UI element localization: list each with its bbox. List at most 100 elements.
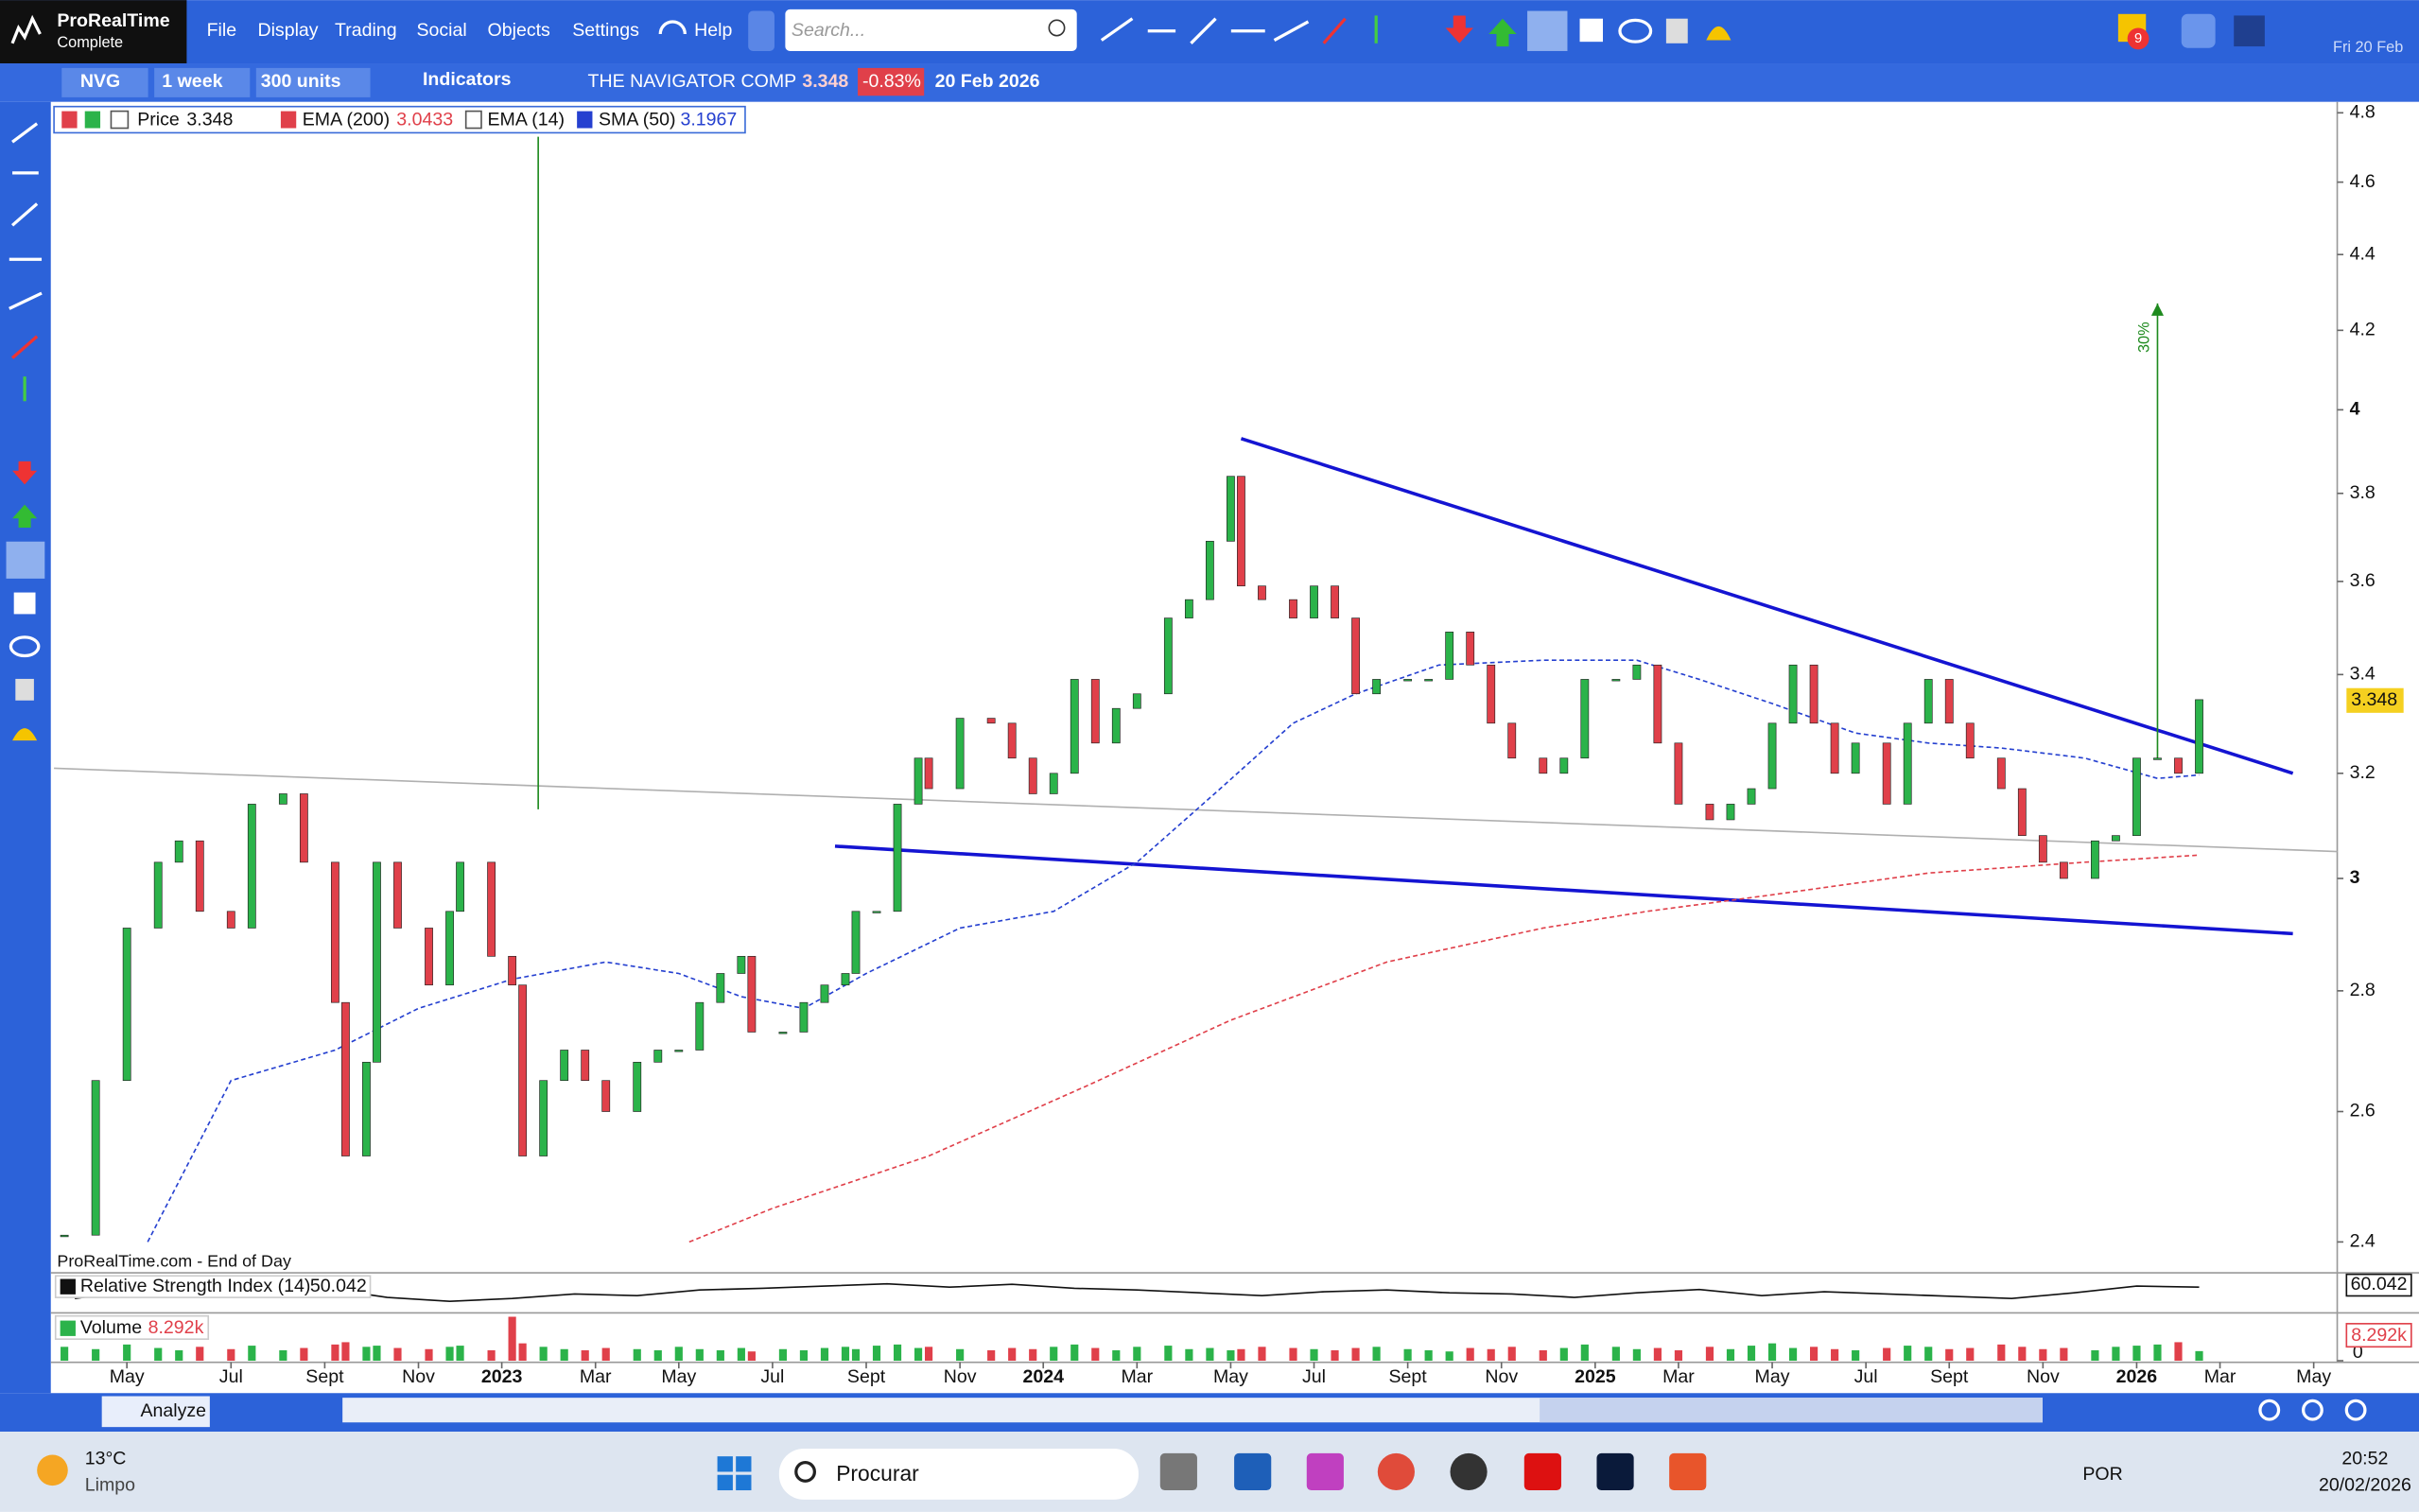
legend-icon[interactable] xyxy=(110,110,130,130)
left-tool[interactable] xyxy=(10,335,39,359)
volume-bar xyxy=(2174,1342,2183,1361)
volume-bar xyxy=(227,1348,235,1361)
left-tool[interactable] xyxy=(12,728,38,741)
menu-item[interactable]: File xyxy=(207,20,237,41)
tool-delete[interactable] xyxy=(1665,18,1688,43)
candle xyxy=(487,861,496,957)
tool-buy-arrow[interactable] xyxy=(1488,18,1517,47)
volume-bar xyxy=(2132,1346,2141,1361)
analyze-button[interactable] xyxy=(101,1396,210,1428)
start-button-part xyxy=(736,1456,752,1472)
tool-alert[interactable] xyxy=(1706,26,1732,41)
date-label: Fri 20 Feb xyxy=(2333,39,2403,56)
menu-item[interactable]: Objects xyxy=(488,20,551,41)
volume-value: 8.292k xyxy=(148,1317,204,1338)
candle xyxy=(1996,757,2006,790)
taskbar-app[interactable] xyxy=(1523,1452,1561,1491)
candle xyxy=(1903,722,1912,805)
menu-item[interactable]: Settings xyxy=(572,20,639,41)
search-box[interactable] xyxy=(785,9,1077,51)
notification-badge xyxy=(2127,27,2149,50)
candle xyxy=(2038,835,2047,863)
help-icon[interactable] xyxy=(658,20,687,35)
zoom-button[interactable] xyxy=(2258,1399,2281,1421)
zoom-out-button[interactable] xyxy=(2302,1399,2323,1421)
left-tool[interactable] xyxy=(9,635,41,658)
tool-ruler[interactable] xyxy=(1100,17,1134,42)
volume-bar xyxy=(893,1344,902,1361)
ticker-select[interactable] xyxy=(61,67,148,97)
y-tick-label: 2.8 xyxy=(2350,980,2375,1000)
search-icon[interactable] xyxy=(1048,19,1066,37)
zoom-in-button[interactable] xyxy=(2344,1399,2367,1421)
tool-sell-arrow[interactable] xyxy=(1445,15,1473,43)
candle xyxy=(1227,476,1235,542)
tool-arrow[interactable] xyxy=(1322,17,1347,44)
candle xyxy=(695,1001,705,1051)
sync-icon[interactable] xyxy=(2181,13,2216,48)
volume-bar xyxy=(1767,1343,1777,1361)
candle xyxy=(778,1032,788,1034)
tool-ellipse[interactable] xyxy=(1618,18,1653,43)
volume-bar xyxy=(1726,1348,1735,1361)
y-tick-label: 4.6 xyxy=(2350,171,2375,192)
menu-item[interactable]: Display xyxy=(257,20,318,41)
x-tick-label: Sept xyxy=(1389,1366,1428,1387)
legend-label: SMA (50) xyxy=(599,110,676,130)
candle xyxy=(1403,679,1413,682)
drawing-line xyxy=(834,844,2293,936)
menu-item[interactable]: Trading xyxy=(335,20,397,41)
units-select[interactable] xyxy=(255,67,371,97)
taskbar-app[interactable] xyxy=(1596,1452,1634,1491)
start-button-part xyxy=(736,1474,752,1491)
menu-item[interactable]: Social xyxy=(416,20,466,41)
left-tool[interactable] xyxy=(9,291,43,310)
language: POR xyxy=(2082,1464,2122,1485)
left-tool[interactable] xyxy=(10,202,39,227)
left-tool[interactable] xyxy=(6,541,45,579)
candle xyxy=(518,984,528,1156)
candle xyxy=(560,1050,569,1082)
candle xyxy=(1809,664,1819,724)
search-placeholder: Search... xyxy=(792,20,865,41)
volume-bar xyxy=(1653,1347,1662,1361)
x-tick-label: Sept xyxy=(847,1366,886,1387)
volume-bar xyxy=(331,1344,339,1361)
candle xyxy=(2153,757,2162,760)
y-tick-label: 3.8 xyxy=(2350,482,2375,503)
taskbar-app[interactable] xyxy=(1450,1452,1488,1491)
link-button[interactable] xyxy=(748,10,774,51)
taskbar-app[interactable] xyxy=(1234,1452,1272,1491)
candle xyxy=(1163,617,1173,695)
left-tool[interactable] xyxy=(12,504,38,529)
tool-pointer[interactable] xyxy=(1527,10,1568,51)
start-button[interactable] xyxy=(717,1456,733,1472)
volume-bar xyxy=(1559,1347,1568,1361)
tool-channel[interactable] xyxy=(1273,20,1310,42)
taskbar-app[interactable] xyxy=(1669,1452,1707,1491)
candle xyxy=(247,804,256,929)
indicators-button[interactable]: Indicators xyxy=(423,69,512,90)
left-tool[interactable] xyxy=(13,592,36,615)
drawing-line xyxy=(1240,437,2294,775)
taskbar-search[interactable] xyxy=(778,1448,1139,1500)
screen-icon[interactable] xyxy=(2234,15,2265,47)
taskbar-app[interactable] xyxy=(1159,1452,1197,1491)
volume-bar xyxy=(1632,1348,1641,1361)
rsi-cursor-value: 50.042 xyxy=(310,1276,367,1296)
menu-item[interactable]: Help xyxy=(694,20,732,41)
tool-text[interactable] xyxy=(1579,18,1604,43)
scroll-thumb[interactable] xyxy=(1540,1398,2043,1423)
volume-bar xyxy=(487,1349,496,1361)
period-select[interactable] xyxy=(154,67,251,97)
taskbar-app[interactable] xyxy=(1377,1452,1415,1491)
legend-icon[interactable] xyxy=(84,111,101,129)
left-tool[interactable] xyxy=(15,678,34,701)
volume-tag-text: 8.292k xyxy=(2351,1325,2407,1346)
candle xyxy=(1487,664,1496,724)
tool-line[interactable] xyxy=(1190,17,1217,44)
left-tool[interactable] xyxy=(11,122,39,144)
left-tool[interactable] xyxy=(12,461,38,485)
legend-icon[interactable] xyxy=(61,111,78,129)
taskbar-app[interactable] xyxy=(1306,1452,1344,1491)
